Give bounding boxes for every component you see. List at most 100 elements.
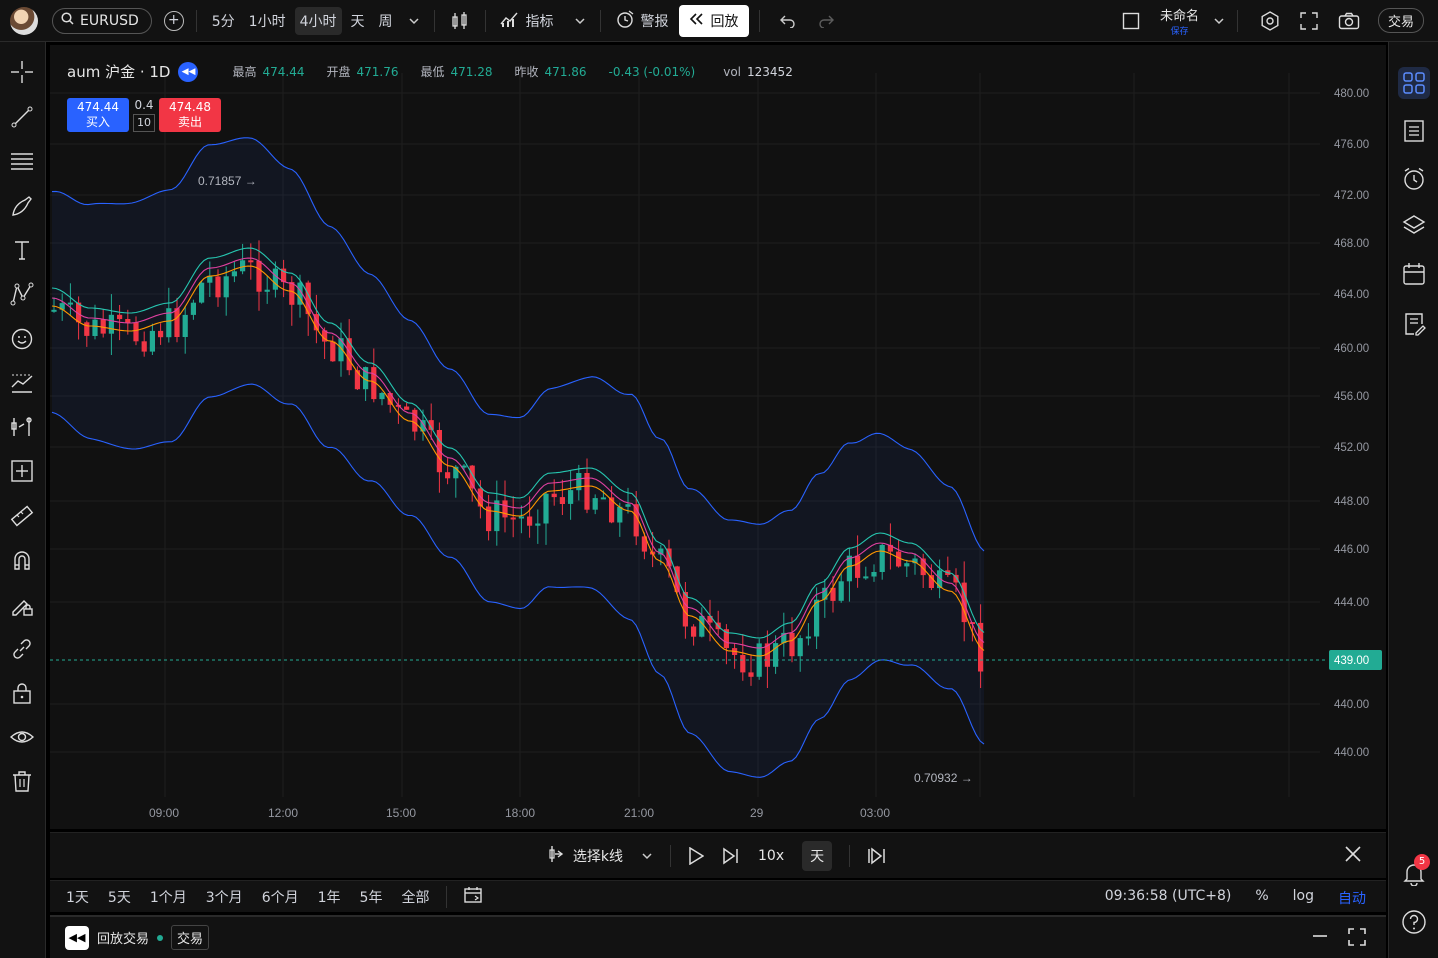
speed-selector[interactable]: 10x	[758, 847, 785, 864]
layers-icon[interactable]	[1398, 209, 1430, 241]
pattern-tool-icon[interactable]	[8, 280, 36, 308]
trend-line-icon[interactable]	[8, 103, 36, 131]
settings-gear-icon[interactable]	[1260, 10, 1280, 31]
replay-mode-icon[interactable]: ◀◀	[178, 61, 199, 82]
play-icon[interactable]	[688, 846, 704, 865]
chevron-down-icon[interactable]	[574, 17, 586, 25]
fib-lines-icon[interactable]	[8, 147, 36, 175]
close-replay-icon[interactable]	[1344, 844, 1362, 869]
log-scale-toggle[interactable]: log	[1292, 888, 1314, 904]
price-tick-label: 472.00	[1334, 190, 1369, 202]
step-unit-selector[interactable]: 天	[802, 840, 833, 871]
auto-scale-toggle[interactable]: 自动	[1338, 891, 1366, 907]
forecast-icon[interactable]	[8, 369, 36, 397]
trash-icon[interactable]	[8, 767, 36, 795]
interval-1h[interactable]: 1小时	[248, 13, 286, 30]
range-1y[interactable]: 1年	[317, 889, 341, 906]
position-tool-icon[interactable]	[8, 413, 36, 441]
buy-button[interactable]: 474.44 买入	[67, 98, 129, 132]
clock-time[interactable]: 09:36:58 (UTC+8)	[1104, 888, 1232, 904]
range-5d[interactable]: 5天	[107, 889, 131, 906]
indicators-icon	[499, 10, 520, 32]
indicators-button[interactable]: 指标	[494, 10, 560, 32]
undo-icon[interactable]	[779, 14, 796, 28]
replay-label: 回放	[710, 13, 739, 30]
candle-body	[51, 309, 57, 312]
emoji-icon[interactable]	[8, 325, 36, 353]
interval-1d[interactable]: 天	[350, 13, 365, 30]
chevron-down-icon[interactable]	[641, 852, 653, 860]
lock-icon[interactable]	[8, 679, 36, 707]
notes-edit-icon[interactable]	[1398, 308, 1430, 340]
quantity-input[interactable]: 10	[133, 114, 155, 132]
eye-icon[interactable]	[8, 723, 36, 751]
price-chart[interactable]: 480.00 476.00 472.00 468.00 464.00 460.00 456.…	[50, 45, 1386, 829]
range-3m[interactable]: 3个月	[205, 889, 243, 906]
magnet-icon[interactable]	[8, 546, 36, 574]
replay-trading-title[interactable]: 回放交易	[97, 932, 150, 947]
calendar-icon[interactable]	[1398, 258, 1430, 290]
alert-button[interactable]: 警报	[609, 9, 675, 33]
range-1d[interactable]: 1天	[66, 889, 89, 906]
notifications-bell-icon[interactable]: 5	[1398, 854, 1430, 890]
range-6m[interactable]: 6个月	[261, 889, 299, 906]
low-label: 最低	[420, 65, 445, 79]
candle-type-icon[interactable]	[451, 11, 469, 31]
replay-button[interactable]: 回放	[678, 4, 749, 37]
range-all[interactable]: 全部	[401, 889, 430, 906]
redo-icon[interactable]	[818, 14, 834, 28]
candle-body	[773, 643, 779, 667]
chevron-down-icon[interactable]	[408, 17, 420, 25]
chart-pane[interactable]: 480.00 476.00 472.00 468.00 464.00 460.00 456.…	[50, 45, 1386, 829]
minimize-icon[interactable]	[1312, 928, 1328, 951]
interval-5m[interactable]: 5分	[211, 13, 235, 30]
goto-date-icon[interactable]	[463, 886, 483, 908]
candle-body	[445, 472, 451, 479]
symbol-search-button[interactable]: EURUSD	[52, 7, 152, 34]
layout-name-button[interactable]: 未命名 保存	[1160, 5, 1199, 37]
candle-body	[510, 517, 516, 520]
jump-to-realtime-icon[interactable]	[867, 846, 887, 865]
text-tool-icon[interactable]	[8, 236, 36, 264]
crosshair-icon[interactable]	[8, 58, 36, 86]
details-list-icon[interactable]	[1398, 115, 1430, 147]
candle-body	[551, 493, 557, 498]
ruler-icon[interactable]	[8, 502, 36, 530]
trade-button[interactable]: 交易	[1377, 8, 1424, 33]
user-avatar[interactable]	[10, 6, 38, 35]
candle-body	[674, 566, 680, 592]
step-forward-icon[interactable]	[722, 847, 740, 865]
help-icon[interactable]	[1398, 906, 1430, 938]
candle-body	[805, 636, 811, 639]
alerts-clock-icon[interactable]	[1398, 163, 1430, 195]
date-range-bar: 1天 5天 1个月 3个月 6个月 1年 5年 全部 09:36:58 (UTC…	[50, 880, 1386, 912]
candle-body	[76, 302, 82, 323]
price-tick-label: 448.00	[1334, 496, 1369, 508]
chevron-down-icon[interactable]	[1213, 17, 1225, 25]
layout-square-icon[interactable]	[1122, 12, 1140, 30]
camera-icon[interactable]	[1338, 12, 1360, 30]
candle-body	[814, 599, 820, 637]
range-5y[interactable]: 5年	[359, 889, 383, 906]
compare-plus-icon[interactable]: +	[163, 10, 184, 31]
trade-tab[interactable]: 交易	[171, 925, 210, 950]
select-bar-button[interactable]: 选择k线	[549, 845, 623, 867]
fullscreen-icon[interactable]	[1300, 11, 1318, 30]
range-1m[interactable]: 1个月	[149, 889, 187, 906]
measure-box-icon[interactable]	[8, 457, 36, 485]
layout-name: 未命名	[1159, 8, 1199, 24]
candle-body	[322, 330, 328, 342]
notification-count-badge: 5	[1414, 854, 1430, 870]
watchlist-grid-icon[interactable]	[1398, 67, 1430, 99]
brush-icon[interactable]	[8, 192, 36, 220]
link-icon[interactable]	[8, 635, 36, 663]
interval-4h[interactable]: 4小时	[294, 6, 342, 35]
panel-controls	[1312, 928, 1366, 951]
maximize-icon[interactable]	[1348, 928, 1366, 951]
interval-1w[interactable]: 周	[378, 13, 393, 30]
sell-button[interactable]: 474.48 卖出	[159, 98, 221, 132]
candle-body	[699, 615, 705, 637]
percent-scale-toggle[interactable]: %	[1255, 888, 1269, 904]
candle-body	[830, 587, 836, 601]
lock-pencil-icon[interactable]	[8, 591, 36, 619]
